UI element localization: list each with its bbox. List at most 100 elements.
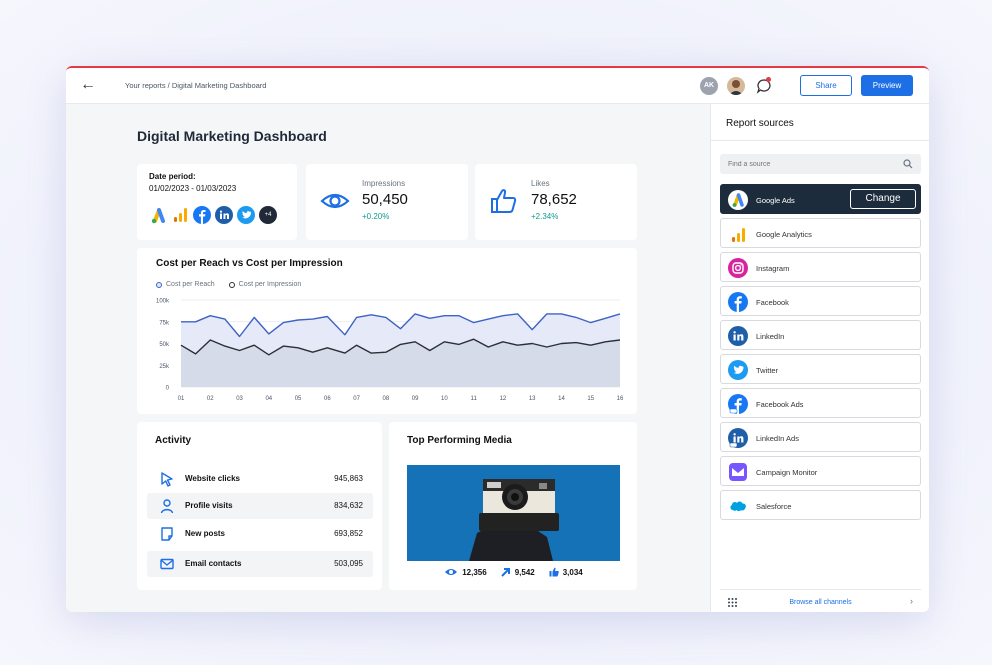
media-shares: 9,542	[500, 567, 535, 577]
linkedin-icon	[215, 206, 233, 224]
source-twitter[interactable]: Twitter	[720, 354, 921, 384]
avatar-initials[interactable]: AK	[700, 77, 718, 95]
source-facebook-ads[interactable]: Facebook Ads	[720, 388, 921, 418]
media-likes-value: 3,034	[562, 567, 583, 577]
x-tick-label: 03	[236, 396, 243, 402]
notification-dot	[766, 77, 771, 82]
legend-label-reach: Cost per Reach	[166, 281, 215, 288]
browse-channels-link[interactable]: Browse all channels ›	[720, 589, 921, 612]
source-salesforce[interactable]: Salesforce	[720, 490, 921, 520]
date-period-label: Date period:	[149, 172, 196, 181]
search-icon	[903, 159, 913, 169]
activity-value: 503,095	[334, 559, 363, 568]
source-label: Google Analytics	[756, 230, 812, 239]
date-period-value: 01/02/2023 - 01/03/2023	[149, 184, 237, 193]
x-tick-label: 07	[353, 396, 360, 402]
x-tick-label: 10	[441, 396, 448, 402]
likes-change: +2.34%	[531, 212, 559, 221]
source-label: Twitter	[756, 366, 779, 375]
series-area-impression	[181, 339, 620, 387]
chevron-right-icon: ›	[910, 596, 913, 606]
source-linkedin-ads[interactable]: LinkedIn Ads	[720, 422, 921, 452]
source-instagram[interactable]: Instagram	[720, 252, 921, 282]
share-button[interactable]: Share	[800, 75, 852, 96]
impressions-change: +0.20%	[362, 212, 390, 221]
post-icon	[161, 527, 173, 541]
browse-channels-label: Browse all channels	[789, 599, 852, 606]
x-tick-label: 15	[587, 396, 594, 402]
activity-row: Email contacts 503,095	[147, 551, 373, 577]
media-image[interactable]	[407, 465, 620, 561]
activity-card: Activity Website clicks 945,863 Profile …	[137, 422, 382, 590]
x-tick-label: 02	[207, 396, 214, 402]
legend-label-impression: Cost per Impression	[238, 281, 302, 288]
thumbs-up-icon	[549, 567, 559, 577]
activity-value: 834,632	[334, 501, 363, 510]
activity-label: Profile visits	[185, 501, 233, 510]
activity-row: Profile visits 834,632	[147, 493, 373, 519]
activity-row: New posts 693,852	[147, 521, 373, 547]
activity-value: 693,852	[334, 529, 363, 538]
x-tick-label: 14	[558, 396, 565, 402]
x-tick-label: 12	[500, 396, 507, 402]
breadcrumb: Your reports / Digital Marketing Dashboa…	[125, 81, 267, 90]
source-facebook[interactable]: Facebook	[720, 286, 921, 316]
source-campaign-monitor[interactable]: Campaign Monitor	[720, 456, 921, 486]
preview-button[interactable]: Preview	[861, 75, 913, 96]
source-google-ads[interactable]: Google Ads Change	[720, 184, 921, 214]
top-bar: ← Your reports / Digital Marketing Dashb…	[66, 68, 929, 104]
source-search-input[interactable]	[720, 154, 921, 174]
camera-photo-icon	[407, 465, 620, 561]
google-analytics-icon	[732, 228, 745, 242]
x-tick-label: 06	[324, 396, 331, 402]
source-label: Instagram	[756, 264, 790, 273]
likes-card: Likes 78,652 +2.34%	[475, 164, 637, 240]
y-tick-label: 0	[166, 386, 170, 392]
mail-icon	[160, 558, 174, 570]
google-analytics-icon	[171, 206, 189, 224]
user-icon	[160, 499, 174, 514]
x-tick-label: 09	[412, 396, 419, 402]
x-tick-label: 16	[617, 396, 624, 402]
source-linkedin[interactable]: LinkedIn	[720, 320, 921, 350]
series-line-impression	[180, 338, 621, 356]
chat-icon[interactable]	[756, 78, 772, 94]
legend-item-reach[interactable]: Cost per Reach	[156, 281, 215, 288]
chart-title: Cost per Reach vs Cost per Impression	[156, 258, 343, 269]
linkedin-icon	[728, 326, 748, 346]
grid-icon	[728, 598, 737, 607]
activity-value: 945,863	[334, 474, 363, 483]
eye-icon	[320, 193, 350, 209]
legend-marker-impression	[228, 281, 235, 288]
panel-divider	[711, 140, 929, 141]
panel-title: Report sources	[726, 118, 794, 129]
back-arrow-icon[interactable]: ←	[80, 76, 96, 93]
y-tick-label: 75k	[159, 320, 170, 326]
activity-title: Activity	[155, 435, 192, 446]
legend-item-impression[interactable]: Cost per Impression	[228, 281, 302, 288]
page-title: Digital Marketing Dashboard	[137, 128, 327, 144]
google-ads-icon	[728, 190, 748, 210]
avatar[interactable]	[727, 77, 745, 95]
source-label: Campaign Monitor	[756, 468, 818, 477]
report-sources-panel: Report sources Google Ads Change Google …	[710, 104, 929, 612]
user-photo-icon	[729, 80, 743, 95]
activity-label: New posts	[185, 529, 226, 538]
activity-label: Email contacts	[185, 559, 242, 568]
source-google-analytics[interactable]: Google Analytics	[720, 218, 921, 248]
twitter-icon	[728, 360, 748, 380]
facebook-ads-icon	[728, 394, 748, 414]
media-stats: 12,356 9,542 3,034	[407, 567, 620, 577]
likes-label: Likes	[531, 179, 550, 188]
campaign-monitor-icon	[729, 463, 747, 481]
change-source-button[interactable]: Change	[850, 189, 916, 209]
more-sources-badge[interactable]: +4	[259, 206, 277, 224]
media-likes: 3,034	[549, 567, 583, 577]
source-label: Google Ads	[756, 196, 795, 205]
date-period-card: Date period: 01/02/2023 - 01/03/2023 +4	[137, 164, 297, 240]
y-tick-label: 50k	[159, 342, 170, 348]
impressions-value: 50,450	[362, 191, 408, 208]
source-label: Facebook Ads	[756, 400, 804, 409]
line-chart: 0 25k 50k 75k 100k 01 02 03 04 05 06 07 08 09 10 11 12 13…	[156, 299, 624, 403]
media-title: Top Performing Media	[407, 435, 512, 446]
